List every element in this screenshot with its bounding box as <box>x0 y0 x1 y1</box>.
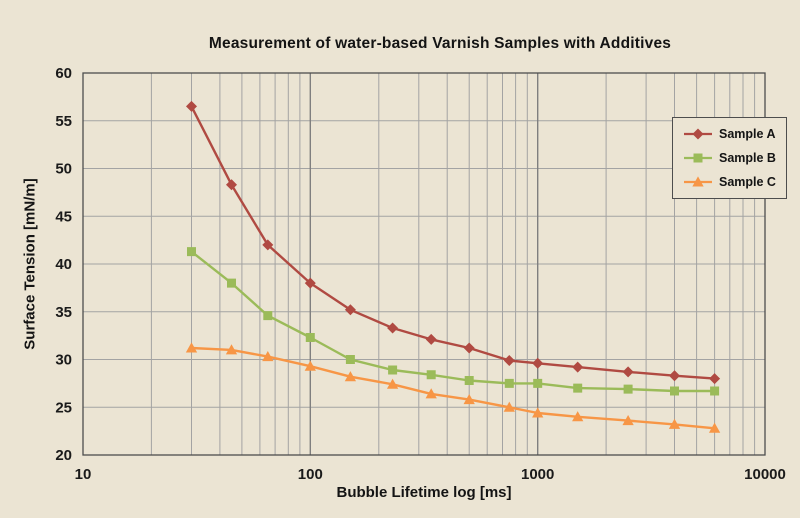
svg-text:100: 100 <box>298 466 323 483</box>
legend-label-sample-b: Sample B <box>719 151 776 165</box>
svg-text:1000: 1000 <box>521 466 554 483</box>
svg-text:20: 20 <box>55 447 72 464</box>
legend-entry-sample-b: Sample B <box>683 151 776 165</box>
svg-text:30: 30 <box>55 352 72 369</box>
svg-text:25: 25 <box>55 399 72 416</box>
sample-c-marker-icon <box>683 176 713 188</box>
svg-text:55: 55 <box>55 113 72 130</box>
chart-title: Measurement of water-based Varnish Sampl… <box>208 35 672 52</box>
svg-text:10000: 10000 <box>744 466 786 483</box>
legend-label-sample-c: Sample C <box>719 175 776 189</box>
svg-text:35: 35 <box>55 304 72 321</box>
legend: Sample A Sample B Sample C <box>672 117 787 199</box>
sample-a-marker-icon <box>683 128 713 140</box>
svg-text:40: 40 <box>55 256 72 273</box>
svg-text:60: 60 <box>55 65 72 82</box>
svg-text:10: 10 <box>75 466 92 483</box>
svg-text:45: 45 <box>55 208 72 225</box>
legend-label-sample-a: Sample A <box>719 127 776 141</box>
sample-b-marker-icon <box>683 152 713 164</box>
legend-entry-sample-c: Sample C <box>683 175 776 189</box>
x-axis-label: Bubble Lifetime log [ms] <box>336 484 512 501</box>
y-axis-label: Surface Tension [mN/m] <box>21 178 39 350</box>
legend-entry-sample-a: Sample A <box>683 127 776 141</box>
svg-text:50: 50 <box>55 161 72 178</box>
